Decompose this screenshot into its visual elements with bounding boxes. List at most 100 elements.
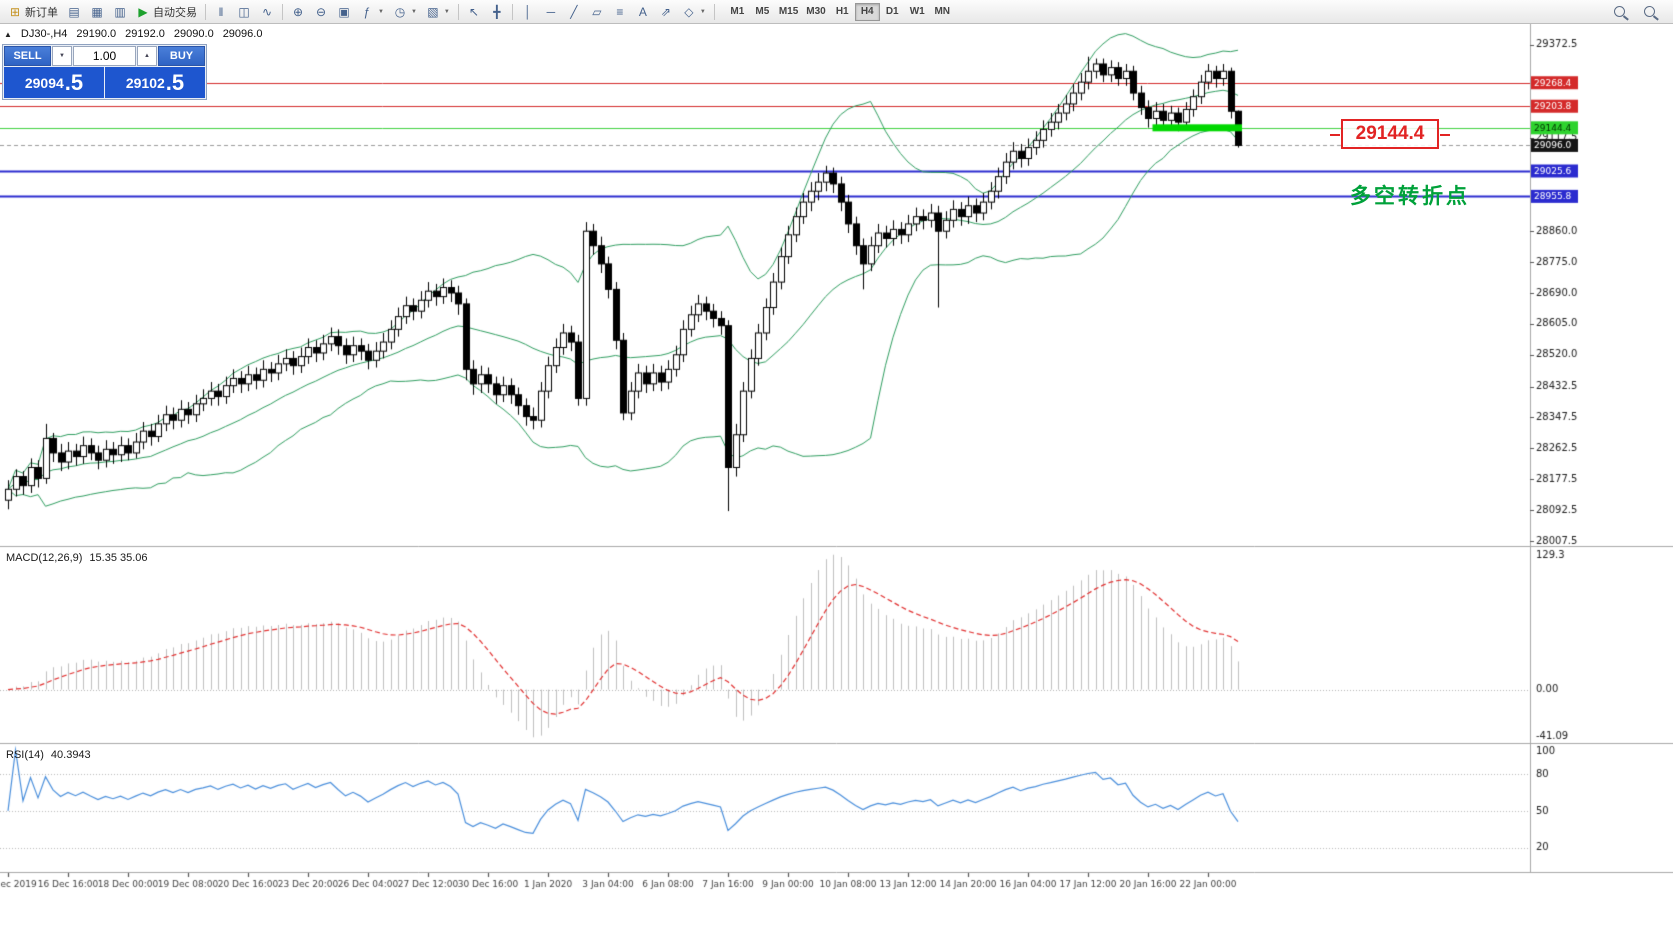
ohlc-info: ▲ DJ30-,H4 29190.0 29192.0 29090.0 29096… xyxy=(4,28,262,40)
chevron-down-icon: ▼ xyxy=(410,8,417,15)
timeframe-mn-button[interactable]: MN xyxy=(930,3,955,21)
timefram-m5-button[interactable]: M5 xyxy=(750,3,775,21)
chart-region: ▲ DJ30-,H4 29190.0 29192.0 29090.0 29096… xyxy=(0,24,1673,946)
search-icon xyxy=(1613,6,1625,17)
open-value: 29190.0 xyxy=(76,28,117,40)
toolbar-right-group xyxy=(1609,2,1659,22)
indicators-icon: ƒ xyxy=(363,4,371,19)
macd-indicator-label: MACD(12,26,9) 15.35 35.06 xyxy=(6,552,148,564)
text-tool-button[interactable]: A xyxy=(632,2,654,22)
zoom-in-icon: ⊕ xyxy=(292,4,304,19)
trendline-icon: ╱ xyxy=(570,4,578,19)
fibonacci-button[interactable]: ≡ xyxy=(609,2,631,22)
horizontal-line-button[interactable]: ─ xyxy=(540,2,562,22)
zoom-out-button[interactable]: ⊖ xyxy=(310,2,332,22)
sell-price-display[interactable]: 29094 .5 xyxy=(4,67,104,98)
buy-price-main: 29102 xyxy=(125,74,165,91)
price-callout-text: 29144.4 xyxy=(1355,123,1425,144)
one-click-trading-panel: SELL ▼ ▲ BUY 29094 .5 29102 .5 xyxy=(2,44,207,100)
autotrade-label: 自动交易 xyxy=(153,6,197,19)
candlestick-button[interactable]: ◫ xyxy=(233,2,255,22)
chevron-down-icon: ▼ xyxy=(378,8,384,15)
macd-values: 15.35 35.06 xyxy=(89,552,148,564)
crosshair-icon: ╋ xyxy=(493,4,501,19)
lot-decrease-button[interactable]: ▼ xyxy=(52,46,72,66)
arrows-tool-button[interactable]: ⇗ xyxy=(655,2,677,22)
line-chart-button[interactable]: ∿ xyxy=(256,2,278,22)
low-value: 29090.0 xyxy=(173,28,214,40)
toolbar-separator xyxy=(511,3,513,20)
chevron-down-icon: ▼ xyxy=(59,53,65,59)
tile-windows-icon: ▣ xyxy=(338,4,350,19)
buy-button[interactable]: BUY xyxy=(158,46,205,66)
lot-increase-button[interactable]: ▲ xyxy=(137,46,157,66)
turning-point-annotation[interactable]: 多空转折点 xyxy=(1350,185,1470,208)
trendline-button[interactable]: ╱ xyxy=(563,2,585,22)
market-watch-button[interactable]: ▦ xyxy=(86,2,108,22)
close-value: 29096.0 xyxy=(222,28,263,40)
indicators-button[interactable]: ƒ ▼ xyxy=(356,2,388,22)
sell-button[interactable]: SELL xyxy=(4,46,51,66)
rsi-value: 40.3943 xyxy=(50,749,91,761)
symbol-search-button[interactable] xyxy=(1639,2,1659,22)
text-tool-icon: A xyxy=(638,4,647,19)
periods-icon: ◷ xyxy=(394,4,406,19)
collapse-panel-icon[interactable]: ▲ xyxy=(4,29,12,39)
zoom-in-button[interactable]: ⊕ xyxy=(287,2,309,22)
cursor-button[interactable]: ↖ xyxy=(463,2,485,22)
horizontal-line-icon: ─ xyxy=(546,4,556,19)
chart-canvas[interactable] xyxy=(0,24,1673,946)
sell-price-main: 29094 xyxy=(24,74,64,91)
line-chart-icon: ∿ xyxy=(261,4,273,19)
cursor-icon: ↖ xyxy=(468,4,479,19)
templates-icon: ▧ xyxy=(427,4,439,19)
main-toolbar: ⊞ 新订单 ▤ ▦ ▥ ▶ 自动交易 ‖ ◫ ∿ ⊕ ⊖ ▣ ƒ ▼ ◷ ▼ ▧ ▼ … xyxy=(0,0,1673,24)
price-callout-box[interactable]: 29144.4 xyxy=(1330,119,1450,149)
profiles-button[interactable]: ▤ xyxy=(63,2,85,22)
high-value: 29192.0 xyxy=(125,28,165,40)
candlestick-icon: ◫ xyxy=(238,4,250,19)
navigator-button[interactable]: ▥ xyxy=(109,2,131,22)
buy-price-display[interactable]: 29102 .5 xyxy=(105,67,205,98)
channel-button[interactable]: ▱ xyxy=(586,2,608,22)
timeframe-d1-button[interactable]: D1 xyxy=(880,3,905,21)
templates-button[interactable]: ▧ ▼ xyxy=(422,2,454,22)
new-order-icon: ⊞ xyxy=(9,4,21,19)
bar-chart-button[interactable]: ‖ xyxy=(210,2,232,22)
autotrade-button[interactable]: ▶ 自动交易 xyxy=(132,2,201,22)
search-button[interactable] xyxy=(1609,2,1629,22)
toolbar-separator xyxy=(457,3,459,20)
toolbar-separator xyxy=(282,3,283,20)
fibonacci-icon: ≡ xyxy=(616,4,624,19)
toolbar-separator xyxy=(205,3,206,20)
chevron-down-icon: ▼ xyxy=(443,8,450,15)
zoom-out-icon: ⊖ xyxy=(315,4,327,19)
new-order-button[interactable]: ⊞ 新订单 xyxy=(4,2,62,22)
chevron-up-icon: ▲ xyxy=(144,53,150,59)
profiles-icon: ▤ xyxy=(68,4,80,19)
periods-button[interactable]: ◷ ▼ xyxy=(389,2,421,22)
timeframe-m15-button[interactable]: M15 xyxy=(775,3,802,21)
shapes-icon: ◇ xyxy=(684,4,694,19)
timeframe-w1-button[interactable]: W1 xyxy=(905,3,930,21)
macd-name: MACD(12,26,9) xyxy=(6,552,83,564)
lot-size-input[interactable] xyxy=(72,46,137,66)
magnifier-icon xyxy=(1643,6,1655,17)
timeframe-m30-button[interactable]: M30 xyxy=(802,3,829,21)
navigator-icon: ▥ xyxy=(114,4,126,19)
chevron-down-icon: ▼ xyxy=(699,8,706,15)
autotrade-play-icon: ▶ xyxy=(138,4,148,19)
tile-windows-button[interactable]: ▣ xyxy=(333,2,355,22)
rsi-name: RSI(14) xyxy=(6,749,44,761)
crosshair-button[interactable]: ╋ xyxy=(486,2,508,22)
timeframe-h1-button[interactable]: H1 xyxy=(830,3,855,21)
vertical-line-icon: │ xyxy=(524,4,532,19)
vertical-line-button[interactable]: │ xyxy=(517,2,539,22)
market-watch-icon: ▦ xyxy=(91,4,103,19)
timeframe-h4-button[interactable]: H4 xyxy=(854,2,880,21)
shapes-button[interactable]: ◇ ▼ xyxy=(678,2,710,22)
buy-price-pips: .5 xyxy=(165,69,185,95)
timeframe-m1-button[interactable]: M1 xyxy=(725,3,750,21)
rsi-indicator-label: RSI(14) 40.3943 xyxy=(6,749,91,761)
